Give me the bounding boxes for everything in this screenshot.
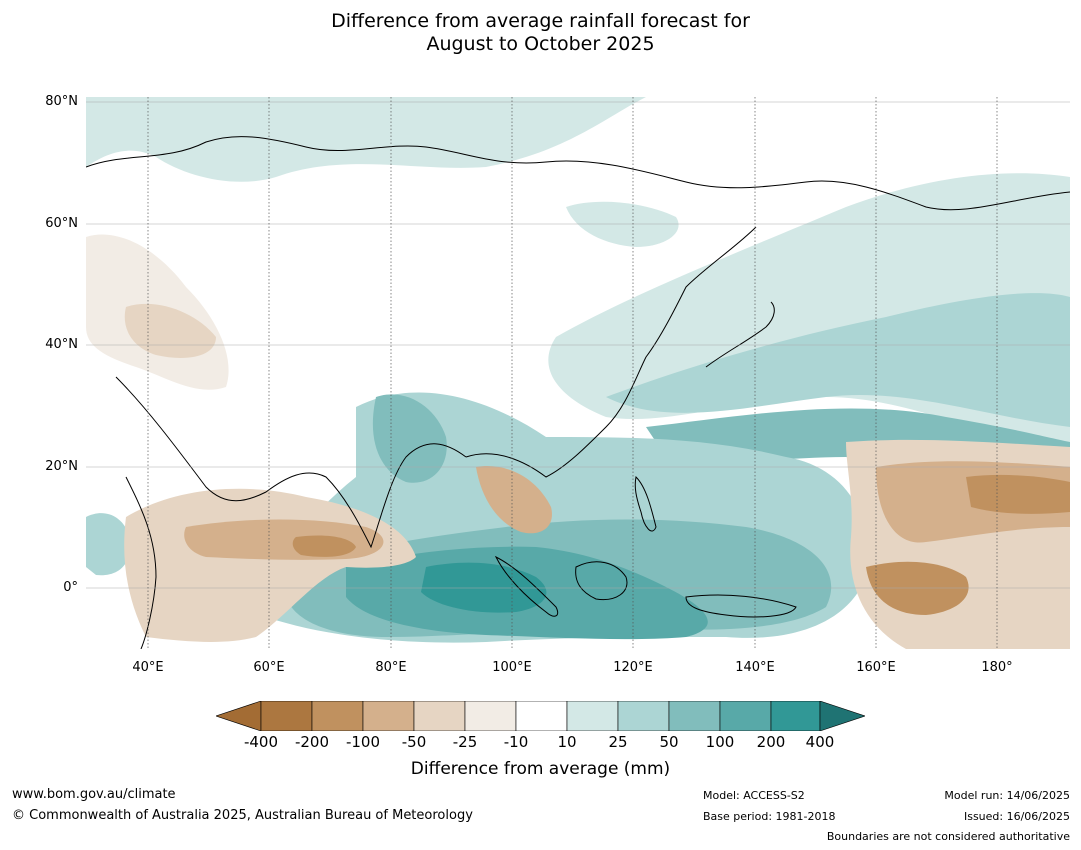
colorbar-segment-1 [260,701,313,731]
lon-label-140e: 140°E [735,660,775,675]
footer-boundaries-note: Boundaries are not considered authoritat… [826,830,1070,843]
footer-copyright: © Commonwealth of Australia 2025, Austra… [12,808,473,823]
colorbar-segment-10 [719,701,772,731]
colorbar-segment-3 [362,701,415,731]
wet-region-north-pacific-mid [606,293,1070,427]
colorbar-tick: 50 [659,733,679,751]
dry-region-central-pacific-core [866,561,969,615]
sumatra [494,555,559,617]
new-guinea [685,594,797,618]
colorbar-extend-high [819,701,865,731]
map-title-line1: Difference from average rainfall forecas… [331,10,750,32]
africa-east-coast [125,476,157,649]
colorbar-tick: 400 [805,733,835,751]
footer-model-run: Model run: 14/06/2025 [944,789,1070,802]
borneo [575,561,628,601]
east-asia-coast [465,226,757,478]
lat-label-60n: 60°N [45,216,78,231]
wetter-regions [86,97,1070,643]
colorbar-tick: -100 [345,733,381,751]
colorbar-tick: 100 [705,733,735,751]
dry-region-arabian-sea-band [184,519,384,560]
map-canvas [86,97,1070,649]
japan [705,301,775,368]
footer-issued: Issued: 16/06/2025 [963,810,1070,823]
lon-label-80e: 80°E [375,660,407,675]
lon-label-60e: 60°E [253,660,285,675]
philippines [634,475,657,532]
dry-region-caspian [124,303,216,358]
footer-model: Model: ACCESS-S2 [703,789,805,802]
colorbar-tick: -25 [452,733,478,751]
wet-region-north-siberia [86,97,646,182]
colorbar-tick: -10 [503,733,529,751]
colorbar-title: Difference from average (mm) [410,759,671,779]
colorbar-tick: -50 [401,733,427,751]
dry-region-pacific-east [966,474,1070,514]
colorbar-tick: -200 [294,733,330,751]
colorbar-tick: 25 [608,733,628,751]
colorbar-segment-11 [770,701,821,731]
colorbar-tick: -400 [243,733,279,751]
colorbar-segment-4 [413,701,466,731]
dry-region-india-core [292,535,356,557]
colorbar-tick: 200 [756,733,786,751]
map-title-line2: August to October 2025 [426,33,655,55]
lat-label-0: 0° [63,580,78,595]
wet-region-siberia-patch [566,201,679,247]
lon-label-40e: 40°E [132,660,164,675]
lat-label-80n: 80°N [45,94,78,109]
footer-base-period: Base period: 1981-2018 [703,810,836,823]
lon-label-180: 180° [981,660,1013,675]
colorbar-segment-5 [464,701,517,731]
wet-region-west-africa-coast [86,513,131,576]
colorbar-segment-8 [617,701,670,731]
lat-label-40n: 40°N [45,337,78,352]
lat-label-20n: 20°N [45,459,78,474]
coastlines [86,136,1070,649]
colorbar-segment-9 [668,701,721,731]
colorbar [216,701,865,731]
colorbar-segment-7 [566,701,619,731]
colorbar-tick: 10 [557,733,577,751]
drier-regions [86,234,1070,649]
eurasia-north-coast [86,136,1070,211]
arabia-india-coast [115,376,467,549]
lon-label-160e: 160°E [856,660,896,675]
lon-label-100e: 100°E [492,660,532,675]
dry-region-indochina [476,466,552,534]
colorbar-segment-2 [311,701,364,731]
colorbar-segment-6 [515,701,568,731]
lon-label-120e: 120°E [613,660,653,675]
rainfall-anomaly-map [86,97,1070,649]
graticule [86,97,1070,649]
colorbar-extend-low [216,701,262,731]
wet-region-sumatra-core [421,562,547,613]
footer-website: www.bom.gov.au/climate [12,787,176,802]
